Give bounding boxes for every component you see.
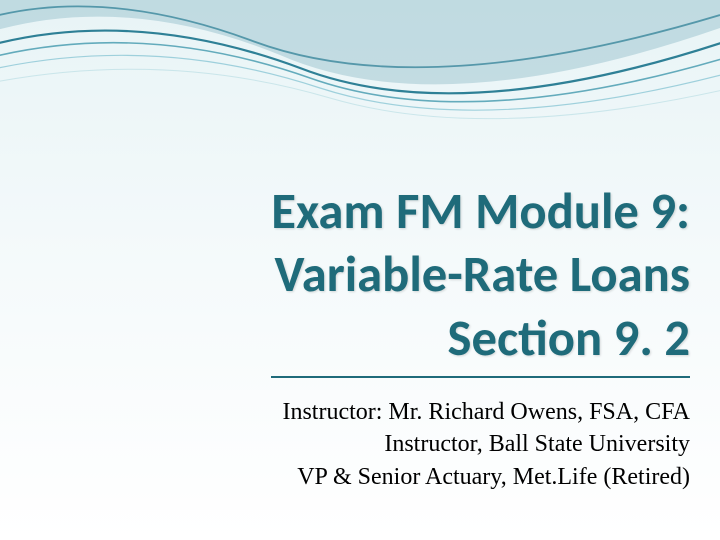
subtitle-line-1: Instructor: Mr. Richard Owens, FSA, CFA xyxy=(200,396,690,428)
title-line-3: Section 9. 2 xyxy=(271,307,690,370)
title-line-2: Variable-Rate Loans xyxy=(271,243,690,306)
subtitle-line-3: VP & Senior Actuary, Met.Life (Retired) xyxy=(200,461,690,493)
decorative-wave xyxy=(0,0,720,200)
slide-title: Exam FM Module 9: Variable-Rate Loans Se… xyxy=(271,180,690,378)
slide-subtitle: Instructor: Mr. Richard Owens, FSA, CFA … xyxy=(200,396,690,493)
title-line-1: Exam FM Module 9: xyxy=(271,180,690,243)
slide-content: Exam FM Module 9: Variable-Rate Loans Se… xyxy=(200,180,690,493)
subtitle-line-2: Instructor, Ball State University xyxy=(200,428,690,460)
